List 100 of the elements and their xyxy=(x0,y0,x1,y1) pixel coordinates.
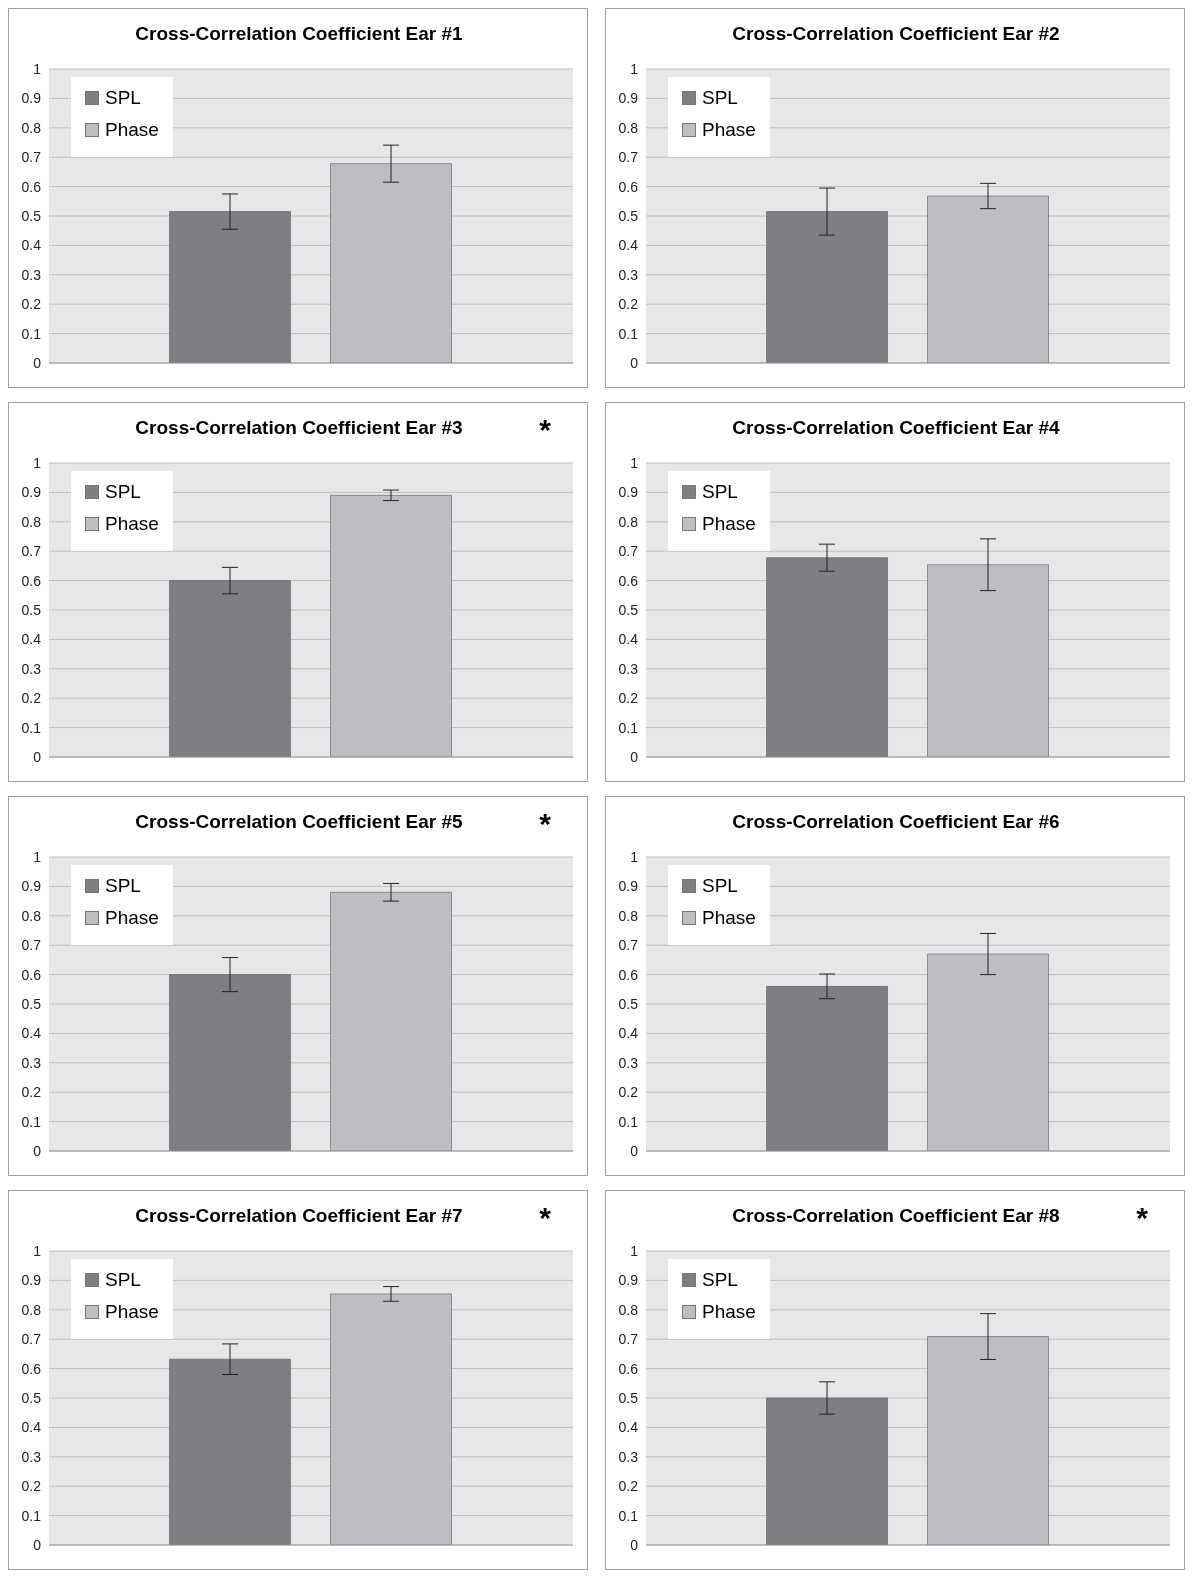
y-tick-label: 0.2 xyxy=(21,296,42,313)
y-tick-label: 0.8 xyxy=(618,119,639,136)
y-tick-label: 0.2 xyxy=(618,1478,639,1495)
y-tick-label: 1 xyxy=(630,848,639,865)
y-tick-label: 0 xyxy=(33,1142,42,1159)
chart-title: Cross-Correlation Coefficient Ear #3 xyxy=(135,417,463,438)
y-tick-label: 0.2 xyxy=(21,690,42,707)
chart-title: Cross-Correlation Coefficient Ear #5 xyxy=(135,811,463,832)
y-tick-label: 0.1 xyxy=(618,719,639,736)
y-tick-label: 0.6 xyxy=(618,1360,639,1377)
y-tick-label: 0.4 xyxy=(618,631,639,648)
chart-title: Cross-Correlation Coefficient Ear #4 xyxy=(731,417,1061,439)
y-tick-label: 0.9 xyxy=(618,878,639,895)
y-tick-label: 0.6 xyxy=(21,572,42,589)
y-tick-label: 0.9 xyxy=(618,484,639,501)
y-tick-label: 0.5 xyxy=(21,601,42,618)
y-tick-label: 0.7 xyxy=(21,937,42,954)
y-tick-label: 0.8 xyxy=(21,119,42,136)
y-tick-label: 0.3 xyxy=(21,660,42,677)
y-tick-label: 1 xyxy=(33,60,42,77)
legend-label: SPL xyxy=(702,87,738,109)
chart-title: Cross-Correlation Coefficient Ear #7 xyxy=(135,1205,463,1226)
y-tick-label: 1 xyxy=(33,848,42,865)
y-tick-label: 0.6 xyxy=(21,178,42,195)
y-tick-label: 0.8 xyxy=(618,1301,639,1318)
y-tick-label: 0.7 xyxy=(618,1331,639,1348)
y-tick-label: 0.8 xyxy=(618,907,639,924)
y-tick-label: 0.5 xyxy=(21,995,42,1012)
y-tick-label: 0.5 xyxy=(618,995,639,1012)
y-tick-label: 0.7 xyxy=(21,1331,42,1348)
y-tick-label: 0 xyxy=(33,748,42,765)
chart-title: Cross-Correlation Coefficient Ear #6 xyxy=(731,811,1061,833)
y-tick-label: 0.1 xyxy=(618,1113,639,1130)
legend-label: SPL xyxy=(702,1269,738,1291)
y-tick-label: 0.4 xyxy=(21,1419,42,1436)
y-tick-label: 0 xyxy=(630,1536,639,1553)
y-tick-label: 0.4 xyxy=(21,631,42,648)
text: * xyxy=(539,413,551,447)
chart-title: Cross-Correlation Coefficient Ear #1 xyxy=(134,23,464,45)
y-tick-label: 1 xyxy=(630,454,639,471)
y-tick-label: 0.7 xyxy=(618,543,639,560)
legend-label: Phase xyxy=(702,1301,756,1323)
legend-label: Phase xyxy=(702,513,756,535)
y-tick-label: 0 xyxy=(33,354,42,371)
chart-title: Cross-Correlation Coefficient Ear #2 xyxy=(731,23,1061,45)
y-tick-label: 0.4 xyxy=(618,237,639,254)
y-tick-label: 0 xyxy=(630,1142,639,1159)
y-tick-label: 0.5 xyxy=(618,1389,639,1406)
y-tick-label: 0.9 xyxy=(618,90,639,107)
legend-label: Phase xyxy=(105,513,159,535)
y-tick-label: 0 xyxy=(630,354,639,371)
y-tick-label: 0.3 xyxy=(618,1448,639,1465)
y-tick-label: 1 xyxy=(630,1242,639,1259)
y-tick-label: 0.3 xyxy=(21,1448,42,1465)
legend-label: Phase xyxy=(702,119,756,141)
y-tick-label: 0.1 xyxy=(21,1507,42,1524)
legend-label: Phase xyxy=(105,907,159,929)
y-tick-label: 0.3 xyxy=(618,266,639,283)
y-tick-label: 0.3 xyxy=(21,266,42,283)
y-tick-label: 0.3 xyxy=(618,1054,639,1071)
y-tick-label: 0.6 xyxy=(21,966,42,983)
legend-label: Phase xyxy=(105,1301,159,1323)
y-tick-label: 0.5 xyxy=(618,207,639,224)
legend-label: SPL xyxy=(105,87,141,109)
y-tick-label: 0.3 xyxy=(618,660,639,677)
legend-label: SPL xyxy=(105,875,141,897)
y-tick-label: 0.1 xyxy=(21,1113,42,1130)
y-tick-label: 0.7 xyxy=(21,543,42,560)
text: * xyxy=(1136,1201,1148,1235)
text: * xyxy=(539,1201,551,1235)
y-tick-label: 0.9 xyxy=(21,90,42,107)
y-tick-label: 0.3 xyxy=(21,1054,42,1071)
y-tick-label: 0.7 xyxy=(618,149,639,166)
y-tick-label: 0.4 xyxy=(21,1025,42,1042)
y-tick-label: 0.5 xyxy=(21,207,42,224)
y-tick-label: 0.6 xyxy=(618,966,639,983)
y-tick-label: 0.6 xyxy=(21,1360,42,1377)
y-tick-label: 0.2 xyxy=(618,296,639,313)
y-tick-label: 0.5 xyxy=(21,1389,42,1406)
y-tick-label: 0.7 xyxy=(618,937,639,954)
legend-label: SPL xyxy=(105,1269,141,1291)
legend-label: SPL xyxy=(105,481,141,503)
y-tick-label: 0.1 xyxy=(618,1507,639,1524)
y-tick-label: 0.2 xyxy=(618,1084,639,1101)
y-tick-label: 0.9 xyxy=(21,484,42,501)
y-tick-label: 0 xyxy=(33,1536,42,1553)
y-tick-label: 0 xyxy=(630,748,639,765)
y-tick-label: 0.1 xyxy=(21,719,42,736)
y-tick-label: 1 xyxy=(630,60,639,77)
legend-label: SPL xyxy=(702,481,738,503)
y-tick-label: 0.4 xyxy=(618,1025,639,1042)
y-tick-label: 0.8 xyxy=(21,907,42,924)
text: * xyxy=(539,807,551,841)
chart-title: Cross-Correlation Coefficient Ear #8 xyxy=(732,1205,1060,1226)
y-tick-label: 0.4 xyxy=(618,1419,639,1436)
legend-label: SPL xyxy=(702,875,738,897)
y-tick-label: 0.2 xyxy=(21,1084,42,1101)
legend-label: Phase xyxy=(702,907,756,929)
y-tick-label: 0.1 xyxy=(618,325,639,342)
y-tick-label: 0.9 xyxy=(21,878,42,895)
